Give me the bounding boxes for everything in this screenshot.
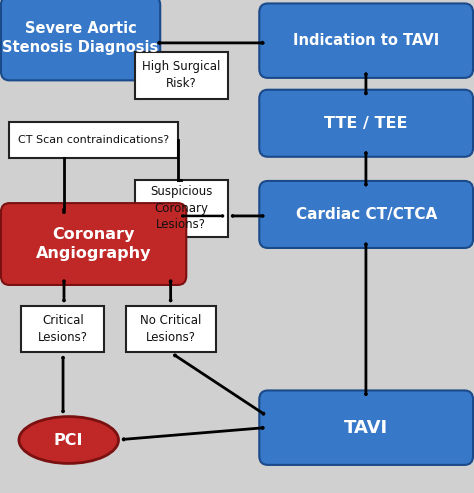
FancyBboxPatch shape [126, 306, 216, 352]
FancyBboxPatch shape [135, 180, 228, 237]
Text: Coronary
Angiography: Coronary Angiography [36, 227, 151, 261]
Text: Critical
Lesions?: Critical Lesions? [38, 315, 88, 344]
FancyBboxPatch shape [1, 203, 186, 285]
FancyBboxPatch shape [259, 90, 473, 157]
Text: CT Scan contraindications?: CT Scan contraindications? [18, 135, 169, 145]
Ellipse shape [19, 417, 118, 463]
FancyBboxPatch shape [259, 390, 473, 465]
FancyBboxPatch shape [1, 0, 160, 80]
FancyBboxPatch shape [135, 52, 228, 99]
Text: No Critical
Lesions?: No Critical Lesions? [140, 315, 201, 344]
Text: Cardiac CT/CTCA: Cardiac CT/CTCA [296, 207, 437, 222]
Text: Severe Aortic
Stenosis Diagnosis: Severe Aortic Stenosis Diagnosis [2, 21, 159, 55]
Text: Indication to TAVI: Indication to TAVI [293, 33, 439, 48]
FancyBboxPatch shape [21, 306, 104, 352]
Text: TAVI: TAVI [344, 419, 388, 437]
FancyBboxPatch shape [259, 181, 473, 248]
Text: PCI: PCI [54, 432, 83, 448]
Text: Suspicious
Coronary
Lesions?: Suspicious Coronary Lesions? [150, 185, 212, 231]
Text: TTE / TEE: TTE / TEE [324, 116, 408, 131]
FancyBboxPatch shape [9, 122, 178, 158]
FancyBboxPatch shape [259, 3, 473, 78]
Text: High Surgical
Risk?: High Surgical Risk? [142, 61, 220, 90]
